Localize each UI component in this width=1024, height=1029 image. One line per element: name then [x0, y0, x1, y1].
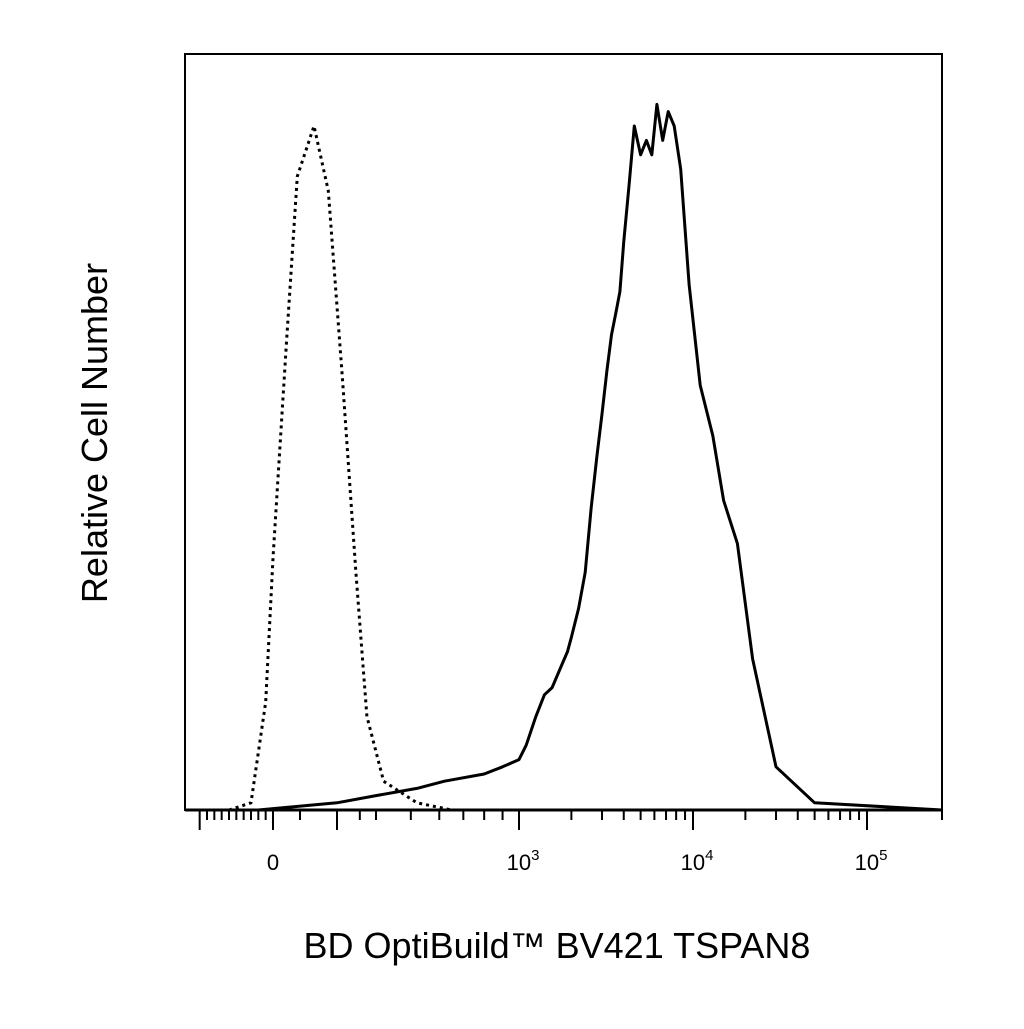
- series-line-stained: [185, 102, 943, 812]
- series-layer: [185, 102, 943, 812]
- plot-frame: [184, 53, 943, 811]
- x-tick-label: 103: [507, 847, 540, 875]
- x-axis-tick-labels: 0 103 104 105: [267, 847, 888, 875]
- x-axis-label: BD OptiBuild™ BV421 TSPAN8: [303, 925, 811, 966]
- x-tick-label: 0: [267, 850, 279, 875]
- x-tick-label: 104: [681, 847, 714, 875]
- x-axis-ticks: [198, 810, 943, 830]
- y-axis-label: Relative Cell Number: [74, 262, 115, 604]
- series-line-control: [228, 124, 453, 812]
- x-tick-label: 105: [855, 847, 888, 875]
